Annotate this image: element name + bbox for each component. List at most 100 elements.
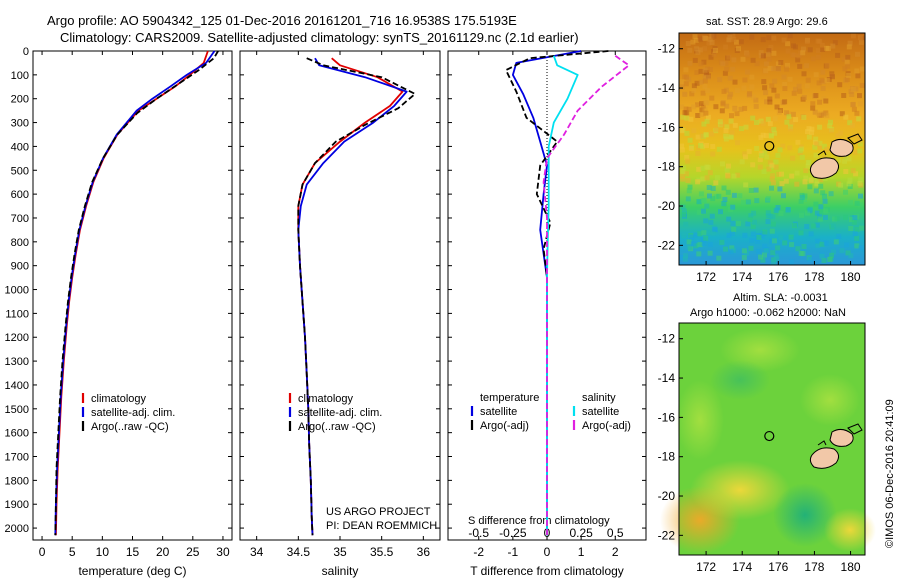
- sst-pixel: [691, 83, 697, 89]
- sst-pixel: [695, 102, 700, 108]
- sst-pixel: [842, 66, 848, 72]
- sst-pixel: [817, 38, 823, 44]
- sst-pixel: [700, 90, 706, 96]
- sst-pixel: [785, 48, 791, 54]
- sst-pixel: [742, 232, 748, 238]
- sst-pixel: [771, 259, 777, 265]
- sst-pixel: [770, 221, 776, 227]
- map-y-tick-label: -12: [658, 332, 676, 346]
- sst-pixel: [782, 86, 788, 91]
- sst-pixel: [726, 37, 732, 43]
- sst-pixel: [720, 61, 726, 67]
- sst-pixel: [793, 117, 799, 123]
- sst-pixel: [711, 33, 717, 39]
- sst-pixel: [798, 198, 804, 204]
- sst-pixel: [796, 83, 802, 89]
- sst-pixel: [692, 57, 698, 63]
- sst-pixel: [688, 116, 694, 122]
- sst-pixel: [767, 65, 773, 71]
- sst-pixel: [753, 97, 759, 103]
- sst-pixel: [814, 141, 820, 147]
- sst-pixel: [790, 155, 796, 161]
- sst-pixel: [750, 223, 756, 229]
- sst-pixel: [813, 136, 819, 142]
- sst-pixel: [798, 250, 804, 256]
- sst-pixel: [683, 81, 689, 87]
- sst-pixel: [762, 85, 768, 91]
- sst-pixel: [728, 118, 734, 124]
- sst-pixel: [817, 99, 823, 105]
- sst-pixel: [805, 210, 810, 216]
- sst-pixel: [765, 219, 771, 225]
- sst-pixel: [797, 88, 803, 94]
- sst-pixel: [855, 73, 861, 79]
- figure-title-line1: Argo profile: AO 5904342_125 01-Dec-2016…: [47, 13, 517, 28]
- sst-pixel: [845, 250, 851, 256]
- x-tick-label: 10: [96, 545, 110, 559]
- y-tick-label: 1600: [5, 428, 29, 440]
- map-y-tick-label: -16: [658, 120, 676, 134]
- sst-pixel: [702, 46, 708, 52]
- sst-pixel: [749, 84, 755, 90]
- sst-pixel: [683, 221, 689, 227]
- sst-pixel: [759, 153, 765, 159]
- sst-pixel: [758, 135, 764, 140]
- legend-label: satellite: [582, 406, 619, 418]
- sst-pixel: [773, 159, 779, 165]
- sst-pixel: [723, 60, 729, 66]
- sst-pixel: [795, 57, 801, 63]
- sst-pixel: [846, 181, 852, 187]
- sst-pixel: [731, 57, 737, 63]
- sst-pixel: [693, 37, 699, 43]
- sst-pixel: [859, 82, 865, 88]
- sst-pixel: [760, 120, 766, 126]
- sst-pixel: [824, 45, 830, 51]
- x-tick-label: 35.5: [370, 545, 394, 559]
- sst-pixel: [845, 54, 851, 60]
- sst-pixel: [803, 168, 809, 174]
- sst-pixel: [686, 188, 692, 194]
- sst-pixel: [856, 116, 862, 122]
- y-tick-label: 1400: [5, 380, 29, 392]
- sst-pixel: [843, 169, 849, 174]
- sst-pixel: [778, 234, 784, 240]
- sst-pixel: [828, 128, 834, 134]
- sst-pixel: [789, 173, 795, 179]
- sst-pixel: [815, 54, 821, 60]
- sst-pixel: [771, 66, 776, 72]
- map-x-tick-label: 176: [768, 560, 788, 574]
- sst-pixel: [699, 107, 705, 113]
- sst-pixel: [767, 121, 773, 127]
- sst-pixel: [680, 176, 686, 182]
- legend-label: climatology: [91, 393, 147, 405]
- sst-pixel: [805, 129, 810, 135]
- sst-pixel: [848, 253, 854, 259]
- sst-pixel: [813, 188, 819, 194]
- sst-pixel: [789, 231, 795, 236]
- sst-pixel: [782, 99, 788, 105]
- sst-pixel: [726, 216, 732, 222]
- sst-pixel: [819, 241, 825, 247]
- sst-pixel: [856, 137, 862, 143]
- sst-pixel: [833, 239, 839, 245]
- sst-pixel: [763, 61, 769, 67]
- sst-pixel: [767, 96, 773, 102]
- sst-pixel: [827, 123, 833, 129]
- sst-pixel: [757, 157, 763, 163]
- sst-pixel: [679, 147, 685, 153]
- sla-map-title: Altim. SLA: -0.0031: [733, 292, 828, 304]
- sst-pixel: [835, 52, 841, 58]
- sst-pixel: [704, 203, 710, 209]
- sst-pixel: [769, 176, 775, 182]
- sst-pixel: [686, 106, 692, 112]
- sst-pixel: [687, 184, 693, 190]
- sst-pixel: [812, 109, 818, 115]
- sst-pixel: [695, 113, 701, 118]
- sst-pixel: [699, 101, 705, 107]
- sst-pixel: [723, 133, 729, 139]
- sst-pixel: [857, 141, 863, 147]
- sst-pixel: [721, 185, 727, 191]
- plot-frame: [239, 50, 441, 541]
- sst-pixel: [782, 240, 788, 246]
- sst-pixel: [859, 66, 865, 72]
